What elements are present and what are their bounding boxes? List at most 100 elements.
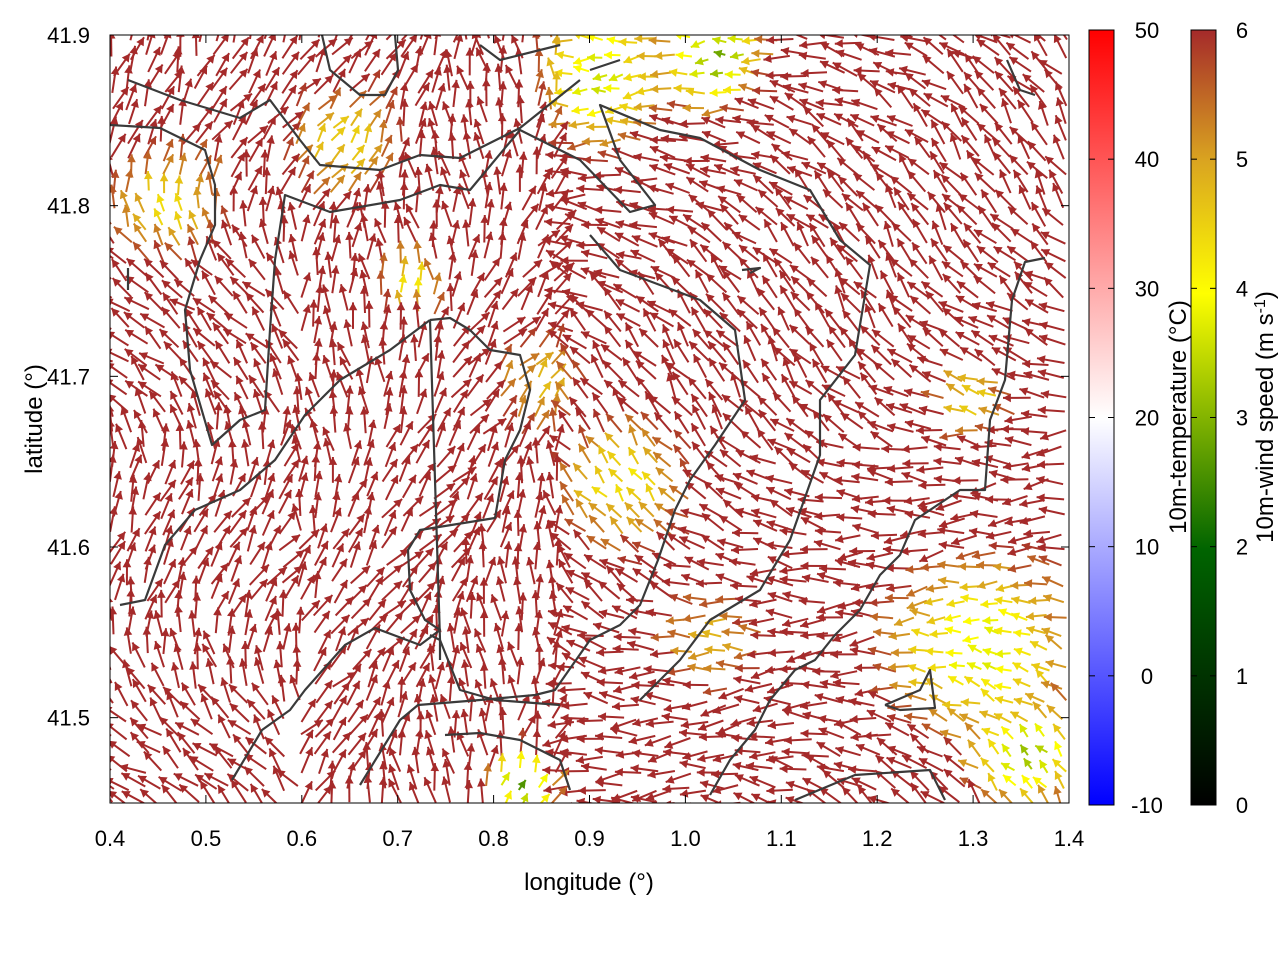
wind-vector-head <box>570 308 579 318</box>
wind-vector <box>575 35 591 40</box>
wind-vector-head <box>399 549 409 558</box>
wind-vector-head <box>992 138 1001 147</box>
wind-vector-head <box>977 388 986 398</box>
wind-vector-head <box>885 289 894 299</box>
wind-vector-head <box>1010 581 1019 590</box>
wind-vector-head <box>931 238 939 248</box>
wind-vector-head <box>773 347 783 356</box>
wind-vector-head <box>732 617 741 627</box>
wind-vector-head <box>267 439 276 449</box>
wind-vector-head <box>991 347 1001 356</box>
wind-vector-head <box>620 117 629 126</box>
wind-vector-head <box>548 661 557 671</box>
wind-vector-head <box>724 222 733 232</box>
wind-vector-head <box>159 717 169 726</box>
wind-vector-head <box>427 101 437 111</box>
wind-vector-head <box>377 709 387 718</box>
wind-vector-head <box>202 372 211 382</box>
wind-vector-head <box>827 140 836 149</box>
wind-vector-head <box>780 285 788 295</box>
wind-vector-head <box>1023 482 1033 491</box>
wind-vector-head <box>649 163 659 172</box>
wind-vector-head <box>375 576 383 586</box>
wind-vector-head <box>583 155 592 165</box>
wind-vector-head <box>1011 612 1021 621</box>
wind-vector-head <box>337 342 346 352</box>
wind-vector-head <box>837 601 847 610</box>
wind-vector-head <box>806 214 816 223</box>
wind-vector-head <box>682 469 692 478</box>
wind-vector-head <box>572 377 581 387</box>
wind-vector-head <box>544 217 553 227</box>
wind-vector-head <box>537 113 546 123</box>
wind-vector <box>1062 35 1068 41</box>
wind-vector-head <box>767 335 776 345</box>
wind-vector-head <box>691 394 700 403</box>
wind-vector-head <box>390 475 399 485</box>
wind-vector-head <box>548 608 557 617</box>
wind-vector-head <box>636 377 646 386</box>
wind-vector-head <box>614 767 623 777</box>
wind-vector-head <box>1040 432 1049 441</box>
wind-vector-head <box>385 371 394 380</box>
wind-vector-head <box>749 454 759 463</box>
wind-vector-head <box>834 268 843 278</box>
wind-vector-head <box>1004 517 1014 527</box>
wind-vector-head <box>633 102 642 111</box>
wind-vector-head <box>782 591 792 600</box>
wind-vector-head <box>143 150 152 160</box>
wind-vector-head <box>840 413 850 422</box>
wind-vector-head <box>320 749 329 758</box>
wind-vector-head <box>220 205 229 215</box>
wind-vector-head <box>357 386 367 396</box>
wind-vector-head <box>1011 596 1020 605</box>
wind-vector-head <box>493 277 502 287</box>
wind-vector-head <box>417 261 426 270</box>
wind-vector-head <box>461 340 470 350</box>
wind-vector-head <box>325 112 334 121</box>
wind-vector-head <box>720 449 729 458</box>
wind-vector-head <box>354 528 363 538</box>
wind-vector-head <box>178 571 187 581</box>
wind-vector-head <box>748 618 758 627</box>
wind-vector-head <box>515 656 525 666</box>
wind-vector-head <box>163 686 172 696</box>
wind-vector-head <box>93 362 102 371</box>
wind-vector-head <box>199 65 207 75</box>
wind-vector-head <box>303 184 311 194</box>
wind-vector-head <box>908 158 917 167</box>
wind-vector-head <box>166 13 174 22</box>
wind-vector-head <box>573 57 582 66</box>
wind-vector-head <box>220 591 229 601</box>
wind-vector-head <box>593 409 601 418</box>
wind-vector-head <box>117 541 126 551</box>
wind-vector-head <box>384 387 394 396</box>
wind-vector-head <box>736 194 746 204</box>
wind-vector-head <box>794 242 803 252</box>
wind-vector-head <box>943 370 953 379</box>
wind-vector-head <box>138 381 147 390</box>
wind-vector-head <box>942 274 952 283</box>
wind-vector-head <box>289 35 298 45</box>
wind-vector-head <box>555 609 564 618</box>
wind-vector-head <box>425 69 434 79</box>
wind-vector-head <box>178 98 187 107</box>
wind-vector-head <box>833 761 843 770</box>
wind-vector-head <box>426 746 435 756</box>
wind-vector-head <box>313 720 323 728</box>
wind-vector-head <box>986 301 995 310</box>
wind-vector <box>794 35 808 40</box>
wind-vector-head <box>709 88 718 97</box>
wind-vector-head <box>124 297 134 305</box>
wind-vector-head <box>856 743 865 752</box>
wind-vector-head <box>782 83 792 92</box>
wind-vector-head <box>867 420 877 429</box>
wind-vector-head <box>538 81 547 90</box>
wind-vector-head <box>583 691 593 700</box>
wind-vector-head <box>1037 355 1046 364</box>
wind-vector-head <box>543 490 551 500</box>
wind-vector-head <box>573 64 582 73</box>
wind-vector-head <box>1009 35 1015 39</box>
wind-vector-head <box>697 754 706 763</box>
wind-vector-head <box>514 79 524 88</box>
